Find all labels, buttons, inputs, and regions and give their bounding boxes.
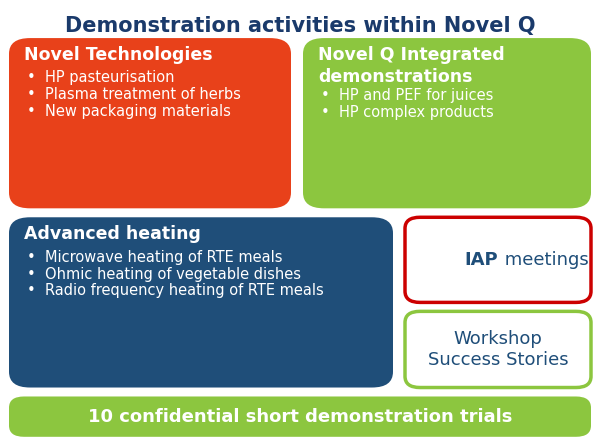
Text: Demonstration activities within Novel Q: Demonstration activities within Novel Q: [65, 16, 535, 36]
Text: •  Microwave heating of RTE meals: • Microwave heating of RTE meals: [27, 250, 283, 265]
Text: Workshop
Success Stories: Workshop Success Stories: [428, 330, 568, 369]
FancyBboxPatch shape: [9, 217, 393, 388]
Text: •  Ohmic heating of vegetable dishes: • Ohmic heating of vegetable dishes: [27, 267, 301, 281]
Text: IAP: IAP: [464, 251, 498, 269]
Text: Novel Technologies: Novel Technologies: [24, 46, 212, 64]
FancyBboxPatch shape: [405, 311, 591, 388]
Text: •  HP complex products: • HP complex products: [321, 105, 494, 120]
Text: •  HP and PEF for juices: • HP and PEF for juices: [321, 88, 493, 103]
Text: 10 confidential short demonstration trials: 10 confidential short demonstration tria…: [88, 408, 512, 426]
Text: Advanced heating: Advanced heating: [24, 225, 201, 243]
FancyBboxPatch shape: [9, 38, 291, 208]
Text: •  New packaging materials: • New packaging materials: [27, 104, 231, 119]
Text: Novel Q Integrated
demonstrations: Novel Q Integrated demonstrations: [318, 46, 505, 86]
FancyBboxPatch shape: [9, 396, 591, 437]
Text: •  Radio frequency heating of RTE meals: • Radio frequency heating of RTE meals: [27, 284, 324, 298]
Text: •  Plasma treatment of herbs: • Plasma treatment of herbs: [27, 87, 241, 102]
FancyBboxPatch shape: [303, 38, 591, 208]
Text: meetings: meetings: [499, 251, 589, 269]
Text: •  HP pasteurisation: • HP pasteurisation: [27, 70, 175, 86]
FancyBboxPatch shape: [405, 217, 591, 302]
